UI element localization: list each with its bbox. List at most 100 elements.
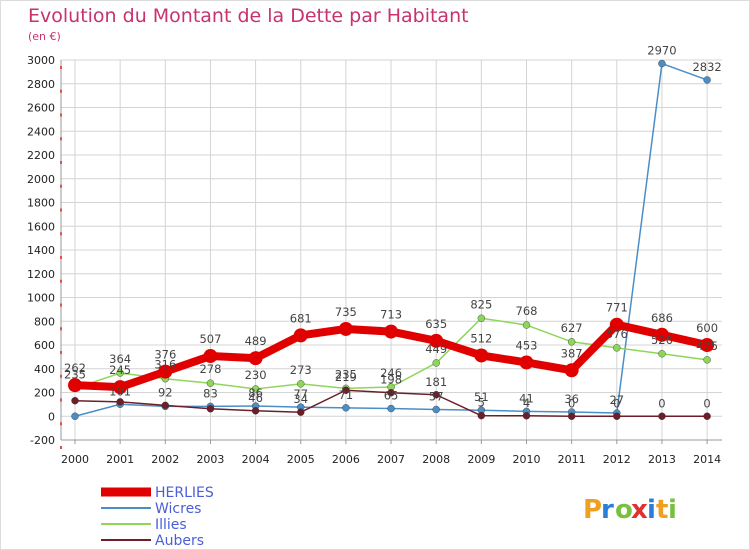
chart-title: Evolution du Montant de la Dette par Hab… — [28, 5, 469, 27]
data-label-illies: 449 — [425, 342, 447, 356]
x-tick-label: 2009 — [467, 453, 495, 466]
x-tick-label: 2006 — [332, 453, 360, 466]
legend-label-herlies: HERLIES — [155, 485, 214, 501]
data-label-herlies: 507 — [199, 332, 221, 346]
data-label-illies: 246 — [380, 366, 402, 380]
data-label-herlies: 713 — [380, 308, 402, 322]
point-herlies — [519, 355, 534, 370]
point-illies — [251, 385, 260, 393]
data-label-illies: 526 — [651, 333, 673, 347]
point-wicres — [703, 76, 711, 84]
point-herlies — [654, 327, 669, 342]
point-herlies — [113, 380, 128, 395]
point-wicres — [432, 405, 440, 414]
data-label-wicres: 27 — [609, 393, 624, 407]
data-label-aubers: 0 — [613, 396, 620, 410]
x-tick-label: 2012 — [603, 453, 631, 466]
x-tick-label: 2003 — [196, 453, 224, 466]
data-label-aubers: 5 — [478, 396, 485, 410]
point-herlies — [158, 364, 173, 379]
data-label-aubers: 198 — [380, 373, 402, 387]
y-tick-label: 1200 — [27, 268, 55, 281]
point-herlies — [293, 328, 308, 343]
data-label-aubers: 92 — [158, 385, 173, 399]
legend-label-aubers: Aubers — [155, 533, 204, 549]
x-tick-label: 2010 — [513, 453, 541, 466]
data-label-wicres: 51 — [474, 390, 489, 404]
point-aubers — [161, 401, 170, 410]
point-wicres — [387, 404, 395, 413]
point-aubers — [116, 398, 124, 406]
y-tick-label: 2200 — [27, 149, 55, 162]
y-tick-label: 3000 — [27, 54, 55, 67]
point-illies — [658, 350, 666, 358]
data-label-aubers: 4 — [523, 396, 530, 410]
x-tick-label: 2011 — [558, 453, 586, 466]
point-aubers — [206, 405, 215, 413]
point-herlies — [338, 321, 353, 336]
y-tick-label: 2600 — [27, 102, 55, 115]
data-label-herlies: 635 — [425, 317, 447, 331]
point-herlies — [474, 348, 489, 363]
point-herlies — [384, 324, 399, 339]
point-herlies — [700, 338, 715, 352]
data-label-herlies: 735 — [335, 305, 357, 319]
grid — [61, 59, 722, 441]
logo-letter: t — [656, 495, 668, 525]
point-herlies — [68, 378, 82, 393]
point-herlies — [429, 333, 444, 348]
data-label-aubers: 0 — [568, 396, 575, 410]
x-tick-label: 2013 — [648, 453, 676, 466]
point-aubers — [432, 391, 440, 399]
data-label-wicres: 65 — [384, 389, 399, 403]
data-label-wicres: 83 — [203, 386, 218, 400]
axes: -200020040060080010001200140016001800200… — [27, 54, 722, 466]
point-aubers — [251, 407, 260, 415]
point-illies — [432, 359, 440, 367]
point-illies — [522, 321, 531, 329]
x-tick-label: 2001 — [106, 453, 134, 466]
y-tick-label: 800 — [34, 315, 55, 328]
x-tick-label: 2014 — [693, 453, 721, 466]
chart-subtitle: (en €) — [28, 30, 61, 43]
y-tick-label: 200 — [34, 387, 55, 400]
point-illies — [613, 344, 621, 352]
data-label-herlies: 771 — [606, 301, 628, 315]
data-label-herlies: 387 — [561, 346, 583, 360]
data-label-wicres: 2970 — [647, 44, 676, 58]
y-tick-label: 1400 — [27, 244, 55, 257]
data-labels: 262 245 376 507 489 681 735 713 635 512 453 387 771 6… — [64, 44, 722, 411]
point-aubers — [567, 412, 576, 420]
y-tick-label: 2800 — [27, 78, 55, 91]
point-wicres — [71, 412, 79, 420]
legend-label-illies: Illies — [155, 517, 187, 533]
data-label-illies: 475 — [696, 339, 718, 353]
data-label-illies: 627 — [561, 321, 583, 335]
point-illies — [477, 314, 486, 322]
y-tick-label: 1800 — [27, 197, 55, 210]
data-label-illies: 235 — [335, 367, 357, 381]
point-herlies — [609, 317, 624, 332]
point-aubers — [71, 396, 79, 405]
data-label-illies: 576 — [606, 327, 628, 341]
x-tick-label: 2007 — [377, 453, 405, 466]
data-label-wicres: 86 — [248, 386, 263, 400]
data-label-herlies: 686 — [651, 311, 673, 325]
y-tick-label: 400 — [34, 363, 55, 376]
data-label-illies: 230 — [245, 368, 267, 382]
point-aubers — [658, 412, 666, 420]
point-herlies — [248, 351, 263, 366]
data-label-illies: 316 — [154, 358, 176, 372]
data-label-wicres: 36 — [564, 392, 579, 406]
x-tick-label: 2005 — [287, 453, 315, 466]
point-illies — [297, 380, 305, 388]
data-label-illies: 273 — [290, 363, 312, 377]
logo-letter: i — [668, 495, 677, 525]
data-label-herlies: 376 — [154, 348, 176, 362]
data-label-wicres: 101 — [109, 384, 131, 398]
x-tick-label: 2000 — [61, 453, 89, 466]
data-label-herlies: 681 — [290, 311, 312, 325]
data-label-aubers: 0 — [658, 396, 665, 410]
